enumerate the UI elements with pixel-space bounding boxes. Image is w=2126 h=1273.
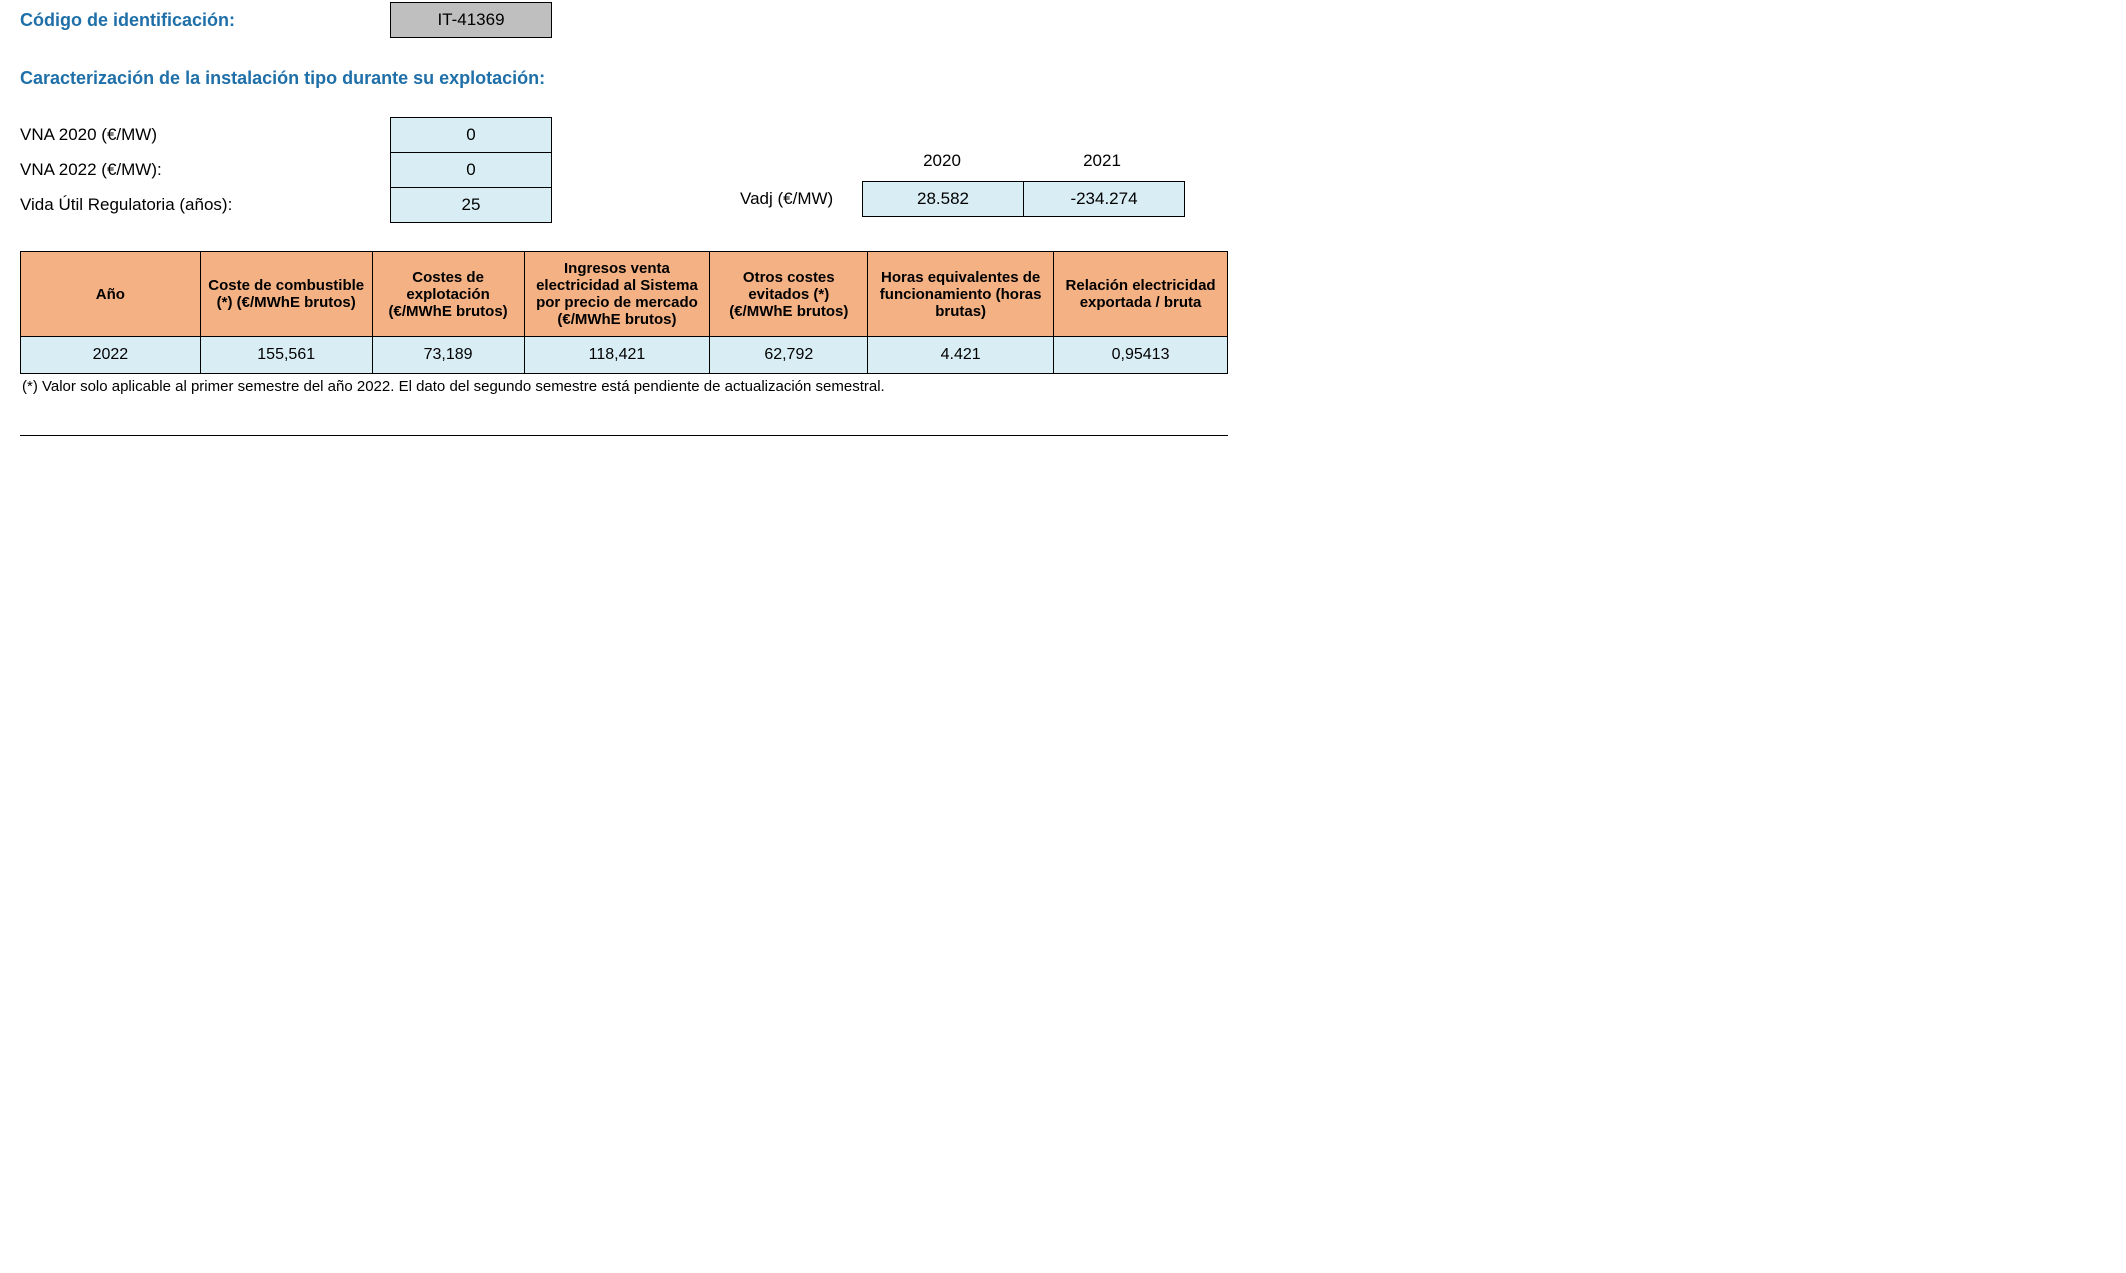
id-label: Código de identificación: xyxy=(20,10,390,31)
cell-6: 0,95413 xyxy=(1054,337,1228,374)
vadj-year2-value: -234.274 xyxy=(1023,181,1185,217)
separator xyxy=(20,435,1228,436)
cell-0: 2022 xyxy=(21,337,201,374)
col-header-3: Ingresos venta electricidad al Sistema p… xyxy=(524,252,710,337)
cell-3: 118,421 xyxy=(524,337,710,374)
vna2022-label: VNA 2022 (€/MW): xyxy=(20,154,390,186)
cell-1: 155,561 xyxy=(200,337,372,374)
col-header-4: Otros costes evitados (*) (€/MWhE brutos… xyxy=(710,252,868,337)
col-header-1: Coste de combustible (*) (€/MWhE brutos) xyxy=(200,252,372,337)
vna2020-value: 0 xyxy=(390,117,552,152)
col-header-0: Año xyxy=(21,252,201,337)
life-label: Vida Útil Regulatoria (años): xyxy=(20,189,390,221)
data-table: AñoCoste de combustible (*) (€/MWhE brut… xyxy=(20,251,1228,374)
vadj-year1-value: 28.582 xyxy=(862,181,1023,217)
col-header-2: Costes de explotación (€/MWhE brutos) xyxy=(372,252,524,337)
vna2020-label: VNA 2020 (€/MW) xyxy=(20,119,390,151)
col-header-6: Relación electricidad exportada / bruta xyxy=(1054,252,1228,337)
vadj-year2-label: 2021 xyxy=(1022,151,1182,171)
life-value: 25 xyxy=(390,187,552,223)
id-value-box: IT-41369 xyxy=(390,2,552,38)
vadj-year1-label: 2020 xyxy=(862,151,1022,171)
cell-2: 73,189 xyxy=(372,337,524,374)
vna2022-value: 0 xyxy=(390,152,552,187)
col-header-5: Horas equivalentes de funcionamiento (ho… xyxy=(868,252,1054,337)
vadj-label: Vadj (€/MW) xyxy=(740,189,850,209)
footnote: (*) Valor solo aplicable al primer semes… xyxy=(20,378,1260,395)
section-title: Caracterización de la instalación tipo d… xyxy=(20,68,1260,89)
cell-4: 62,792 xyxy=(710,337,868,374)
cell-5: 4.421 xyxy=(868,337,1054,374)
table-row: 2022155,56173,189118,42162,7924.4210,954… xyxy=(21,337,1228,374)
